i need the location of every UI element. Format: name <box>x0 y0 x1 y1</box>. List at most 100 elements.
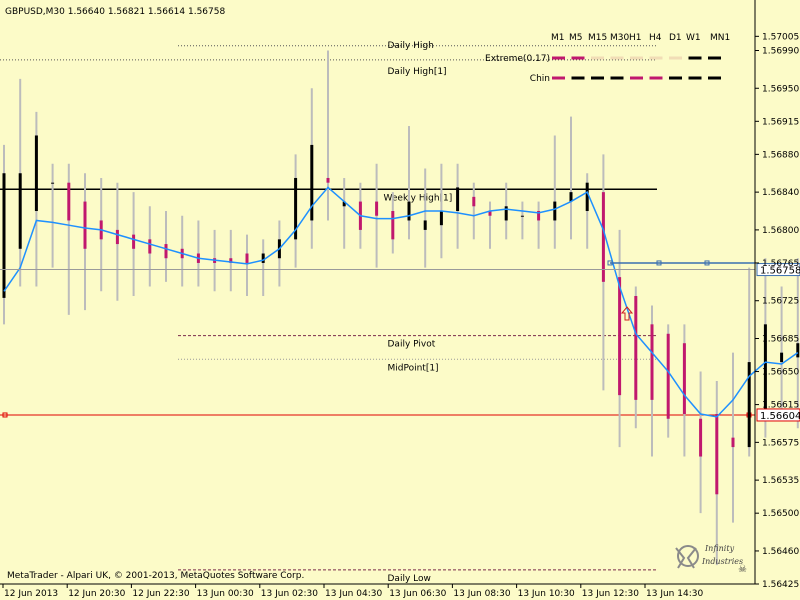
candle-body <box>472 196 476 207</box>
indicator-cell <box>571 76 585 80</box>
candle-body <box>164 244 168 259</box>
time-tick-label: 13 Jun 14:30 <box>646 589 703 599</box>
projection-marker <box>704 260 710 266</box>
timeframe-label: D1 <box>669 33 682 43</box>
indicator-cell <box>688 56 702 60</box>
price-tick-label: 1.56725 <box>762 297 799 307</box>
candle-body <box>229 258 233 263</box>
indicator-row-label: Chin <box>530 74 550 84</box>
projection-marker <box>607 260 613 266</box>
time-tick-label: 13 Jun 04:30 <box>325 589 382 599</box>
indicator-cell <box>552 56 565 60</box>
price-tick-label: 1.56950 <box>762 84 799 94</box>
indicator-cell <box>610 56 624 60</box>
price-tick-label: 1.56460 <box>762 547 799 557</box>
candle-body <box>391 211 395 240</box>
candle-body <box>520 215 524 217</box>
timeframe-label: W1 <box>686 33 701 43</box>
candle-body <box>132 234 136 249</box>
candle-body <box>731 437 735 448</box>
symbol-header: GBPUSD,M30 1.56640 1.56821 1.56614 1.567… <box>5 7 225 17</box>
time-tick-label: 13 Jun 12:30 <box>582 589 639 599</box>
timeframe-label: M15 <box>588 33 607 43</box>
price-tick-label: 1.56915 <box>762 117 799 127</box>
indicator-cell <box>708 76 721 80</box>
candle-body <box>439 211 443 226</box>
price-tick-label: 1.56765 <box>762 259 799 269</box>
candle-body <box>34 135 38 212</box>
time-tick-label: 13 Jun 06:30 <box>389 589 446 599</box>
indicator-cell <box>610 76 624 80</box>
candle-body <box>342 201 346 207</box>
candle-body <box>245 253 249 263</box>
timeframe-label: M30 <box>610 33 629 43</box>
candle-body <box>699 418 703 457</box>
indicator-cell <box>708 56 721 60</box>
candle-body <box>115 229 119 245</box>
timeframe-label: M1 <box>551 33 565 43</box>
price-tick-label: 1.56990 <box>762 46 799 56</box>
infinity-industries-logo: Infinity Industries ☠ <box>675 544 747 575</box>
candle-body <box>569 192 573 202</box>
candle-body <box>310 144 314 221</box>
candle-body <box>618 277 622 396</box>
timeframe-panel: M1 M5 M15 M30 H1 H4 D1 W1 MN1 Extreme(0.17) Chin <box>485 33 730 84</box>
price-tick-label: 1.56535 <box>762 476 799 486</box>
time-tick-label: 13 Jun 10:30 <box>518 589 575 599</box>
candle-body <box>504 206 508 221</box>
ma-line <box>3 186 799 418</box>
support-price-tag <box>756 408 800 422</box>
time-tick-label: 12 Jun 20:30 <box>68 589 125 599</box>
level-label: Weekly High[1] <box>384 193 453 203</box>
candle-body <box>83 201 87 249</box>
candle-body <box>537 211 541 221</box>
indicator-cell <box>571 56 585 60</box>
candle-body <box>553 201 557 221</box>
projection-marker <box>656 260 662 266</box>
candle-body <box>148 239 152 254</box>
level-label: Daily High <box>388 41 434 51</box>
candle-body <box>488 211 492 216</box>
candle-body <box>261 253 265 263</box>
candle-body <box>407 201 411 221</box>
support-price-tag-label: 1.56604 <box>760 411 800 422</box>
candle-body <box>585 182 589 212</box>
candle-body <box>780 352 784 363</box>
indicator-cell <box>669 76 682 80</box>
price-tick-label: 1.56800 <box>762 226 799 236</box>
candle-body <box>666 333 670 419</box>
level-label: Daily High[1] <box>388 67 447 77</box>
price-tick-label: 1.56500 <box>762 509 799 519</box>
level-label: MidPoint[1] <box>388 363 439 373</box>
indicator-cell <box>630 56 643 60</box>
candle-body <box>18 173 22 249</box>
candle-body <box>51 182 55 184</box>
price-tick-label: 1.56840 <box>762 188 799 198</box>
indicator-cell <box>591 76 604 80</box>
candle-body <box>456 187 460 212</box>
candle-body <box>715 414 719 495</box>
price-tick-label: 1.56880 <box>762 150 799 160</box>
candle-body <box>747 362 751 448</box>
logo-text-infinity: Infinity <box>704 544 735 553</box>
current-price-line: 1.56758 1.56604 <box>0 260 800 422</box>
price-tick-label: 1.57005 <box>762 32 799 42</box>
indicator-row-label: Extreme(0.17) <box>485 54 550 64</box>
price-tick-label: 1.56615 <box>762 401 799 411</box>
candle-body <box>423 220 427 230</box>
timeframe-label: M5 <box>569 33 583 43</box>
level-label: Daily Pivot <box>388 340 436 350</box>
current-price-tag <box>756 263 800 277</box>
skull-icon: ☠ <box>738 564 747 575</box>
time-tick-label: 12 Jun 22:30 <box>132 589 189 599</box>
candle-body <box>326 177 330 183</box>
candle-body <box>67 182 71 221</box>
candle-body <box>634 296 638 400</box>
candle-body <box>375 201 379 216</box>
candle-body <box>763 324 767 415</box>
price-tick-label: 1.56650 <box>762 368 799 378</box>
support-marker <box>2 412 8 418</box>
candle-body <box>2 173 6 298</box>
